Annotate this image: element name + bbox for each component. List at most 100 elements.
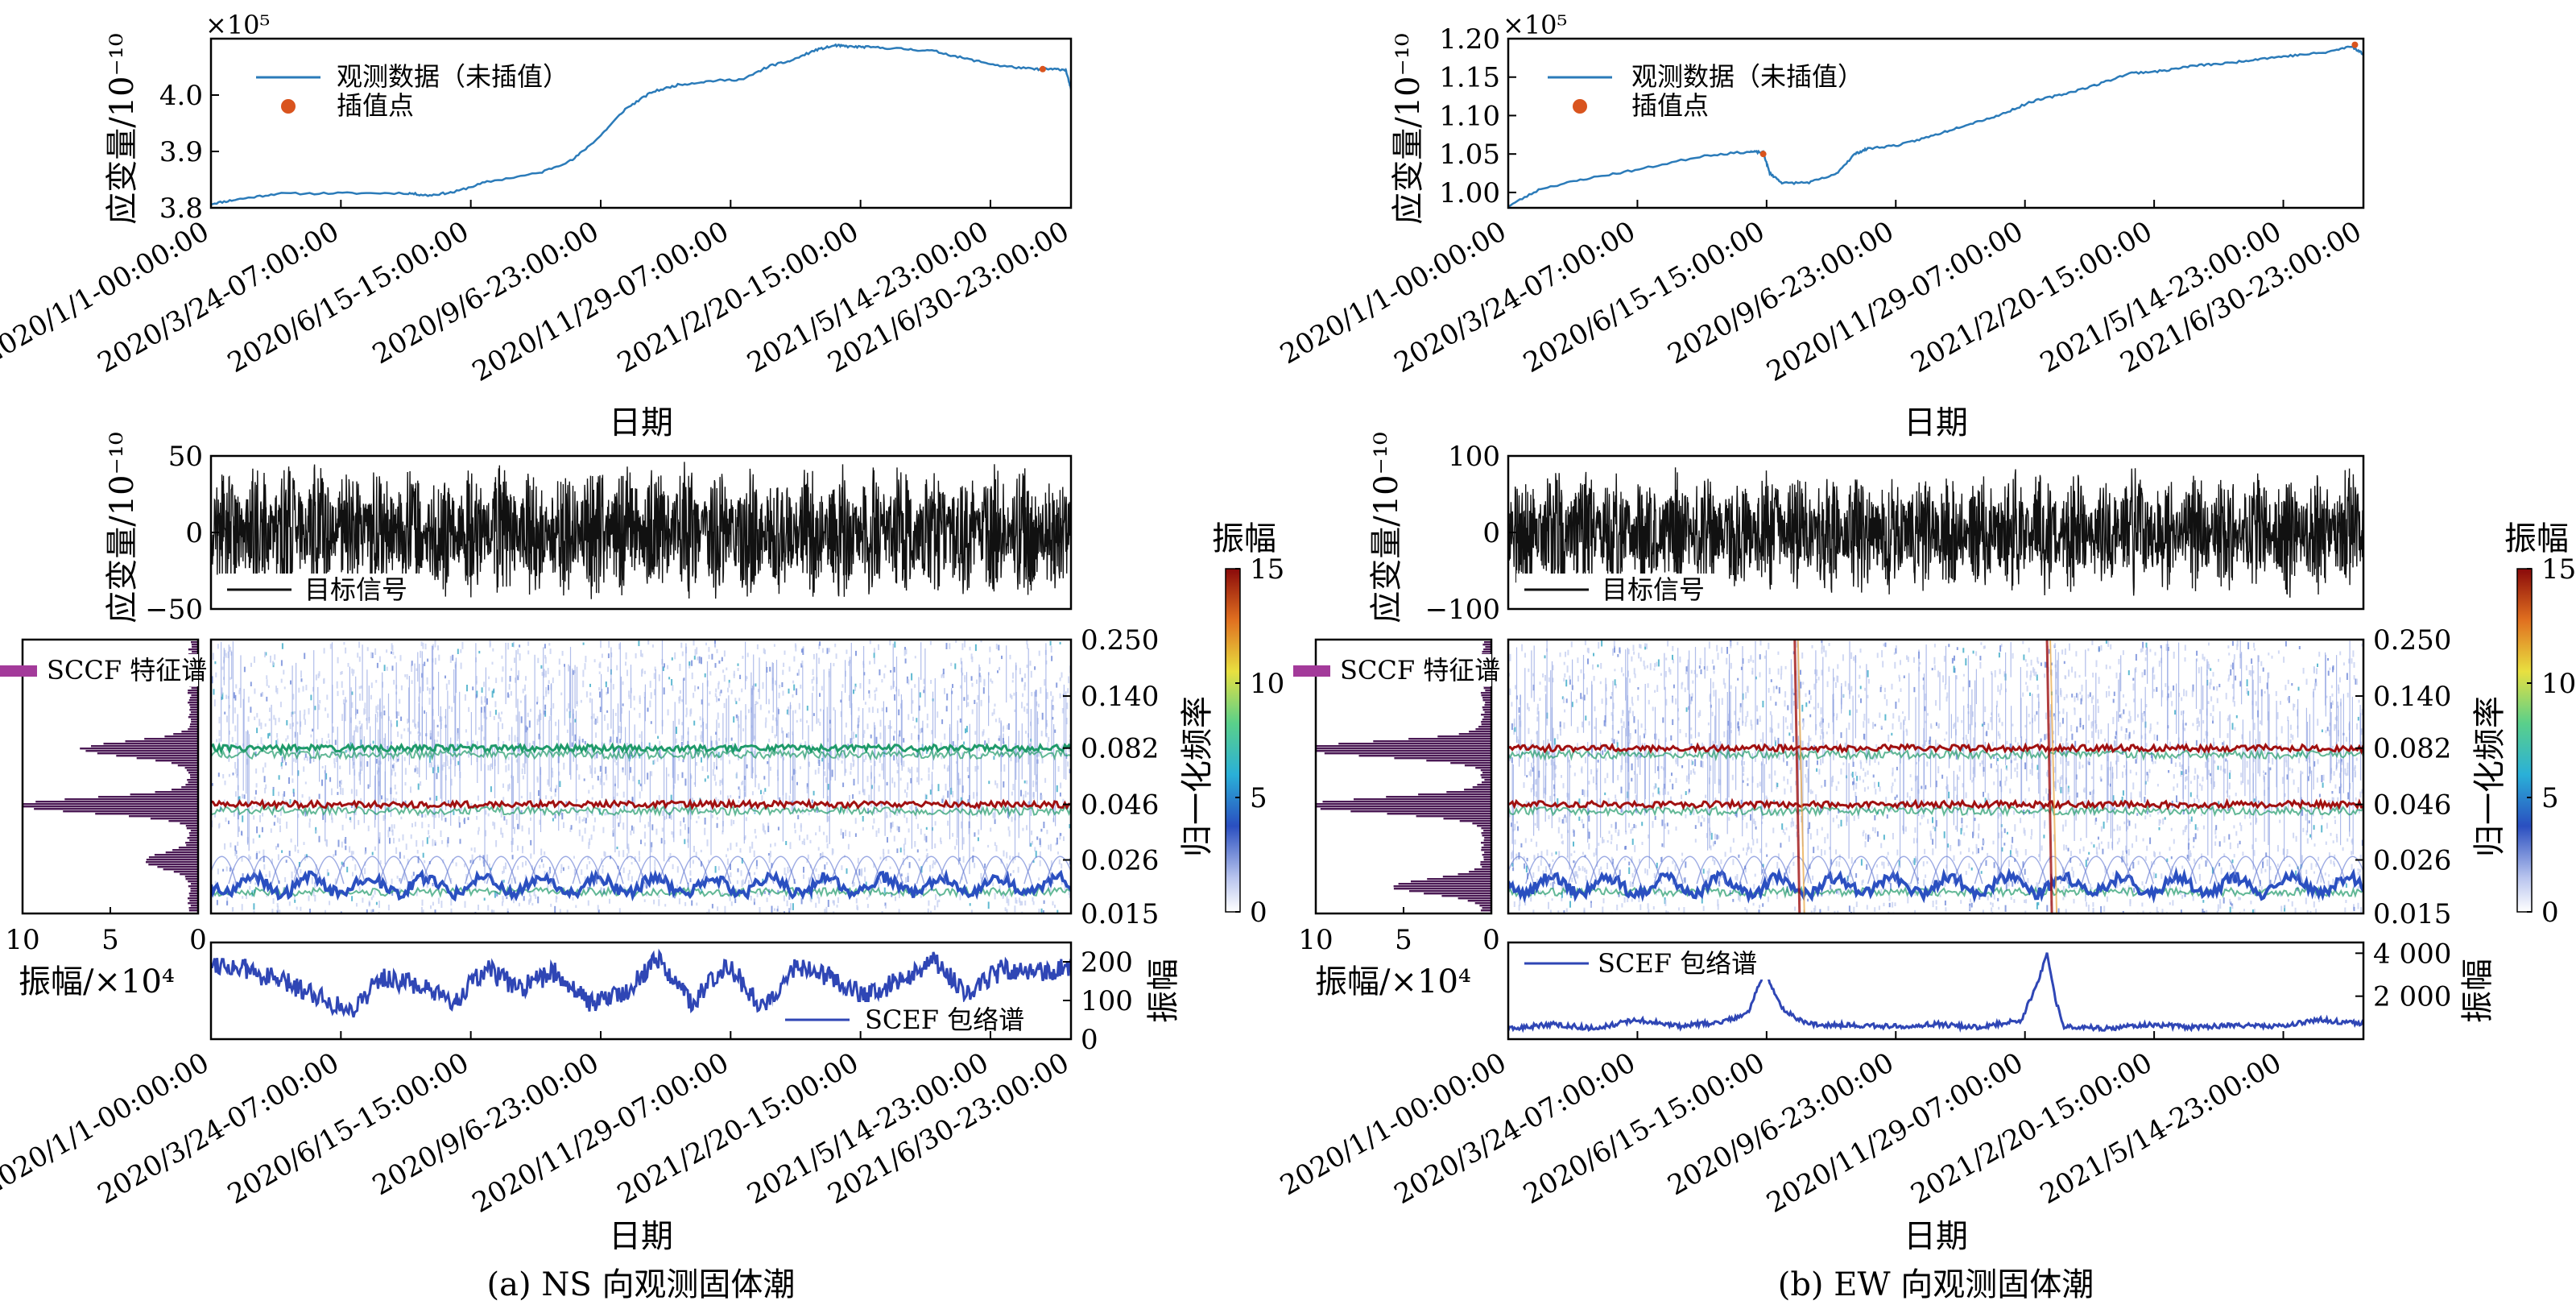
spec-speckle (1700, 760, 1702, 768)
spec-speckle (261, 826, 263, 833)
spec-speckle (545, 686, 548, 694)
spec-speckle (618, 850, 620, 857)
spec-speckle (1826, 681, 1829, 687)
spec-speckle (2149, 727, 2152, 731)
spec-speckle (940, 742, 942, 750)
spec-speckle (309, 909, 311, 913)
spec-speckle (815, 832, 817, 836)
spec-speckle (518, 670, 520, 677)
spec-speckle (2024, 849, 2027, 855)
sccf-bar (1484, 851, 1491, 854)
spec-speckle (582, 642, 585, 645)
spec-speckle (387, 745, 389, 750)
spec-speckle (999, 666, 1001, 670)
spec-speckle (737, 663, 739, 666)
sccf-bar (185, 842, 198, 844)
spec-speckle (701, 657, 702, 665)
spec-speckle (421, 822, 424, 829)
ew-mid-legend-label: 目标信号 (1602, 574, 1705, 605)
spec-speckle (767, 853, 770, 856)
spec-speckle (2330, 832, 2332, 836)
spec-speckle (2228, 652, 2231, 656)
spec-speckle (889, 811, 891, 818)
spec-speckle (1039, 860, 1041, 867)
spec-speckle (907, 872, 909, 876)
spec-speckle (714, 866, 717, 873)
spec-speckle (2264, 772, 2267, 775)
spec-speckle (515, 759, 518, 763)
spec-speckle (680, 742, 683, 748)
spec-speckle (631, 856, 633, 860)
spec-speckle (213, 689, 215, 695)
spec-speckle (1754, 873, 1756, 877)
spec-speckle (1573, 850, 1576, 853)
ytick-label: 100 (1448, 441, 1500, 473)
spec-speckle (2136, 772, 2137, 776)
spec-speckle (789, 869, 792, 872)
spec-speckle (1559, 721, 1561, 727)
spec-speckle (1045, 719, 1048, 726)
spec-speckle (1514, 727, 1516, 732)
spec-speckle (1850, 773, 1853, 777)
spec-speckle (817, 847, 820, 851)
spec-speckle (449, 656, 452, 663)
spec-speckle (2098, 731, 2099, 739)
spec-speckle (2324, 872, 2326, 876)
spec-speckle (1068, 888, 1070, 896)
spec-speckle (1712, 681, 1714, 689)
spec-speckle (395, 847, 398, 854)
spec-speckle (398, 838, 400, 842)
spec-speckle (1883, 835, 1885, 840)
spec-speckle (950, 787, 953, 795)
spec-arc (787, 855, 817, 884)
sccf-bar (188, 907, 198, 909)
spec-speckle (2155, 873, 2157, 879)
spec-speckle (2091, 640, 2094, 645)
spec-speckle (475, 681, 478, 685)
spec-speckle (651, 824, 654, 831)
spec-speckle (410, 786, 411, 793)
spec-speckle (717, 906, 719, 911)
spec-speckle (946, 693, 949, 701)
spec-speckle (677, 774, 680, 781)
spec-speckle (266, 675, 268, 680)
panel-ns: ×10⁵ 3.83.94.0 应变量/10⁻¹⁰ 观测数据（未插值） 插值点 2… (0, 10, 1284, 1303)
spec-speckle (394, 772, 396, 777)
spec-speckle (2357, 716, 2359, 721)
spec-speckle (2233, 654, 2235, 660)
spec-speckle (745, 817, 747, 822)
spec-speckle (671, 657, 673, 661)
spec-speckle (583, 778, 585, 781)
spec-speckle (399, 655, 402, 661)
spec-speckle (527, 650, 530, 655)
spec-speckle (253, 903, 255, 910)
spec-speckle (916, 718, 918, 723)
sccf-bar (34, 808, 198, 810)
spec-speckle (769, 892, 771, 897)
spec-speckle (1011, 680, 1014, 683)
spec-speckle (264, 788, 267, 793)
spec-speckle (762, 878, 764, 883)
spec-speckle (886, 781, 888, 786)
spec-arc (916, 855, 947, 884)
spec-speckle (804, 741, 807, 747)
spec-speckle (1648, 909, 1650, 913)
spec-speckle (701, 766, 704, 772)
spec-speckle (290, 838, 292, 843)
spec-speckle (960, 797, 962, 804)
spec-speckle (2222, 742, 2224, 745)
sccf-bar (1483, 687, 1491, 690)
spec-speckle (952, 684, 953, 689)
spec-speckle (550, 903, 552, 907)
spec-speckle (858, 868, 861, 876)
sccf-bar (1482, 781, 1491, 784)
spec-speckle (1582, 721, 1583, 727)
sccf-bar (1482, 651, 1491, 653)
sccf-bar (1482, 706, 1491, 709)
spec-speckle (796, 781, 798, 785)
spec-speckle (1878, 761, 1879, 765)
spec-speckle (464, 694, 466, 701)
spec-speckle (1039, 851, 1041, 859)
spec-speckle (325, 773, 328, 780)
spec-speckle (391, 824, 393, 829)
